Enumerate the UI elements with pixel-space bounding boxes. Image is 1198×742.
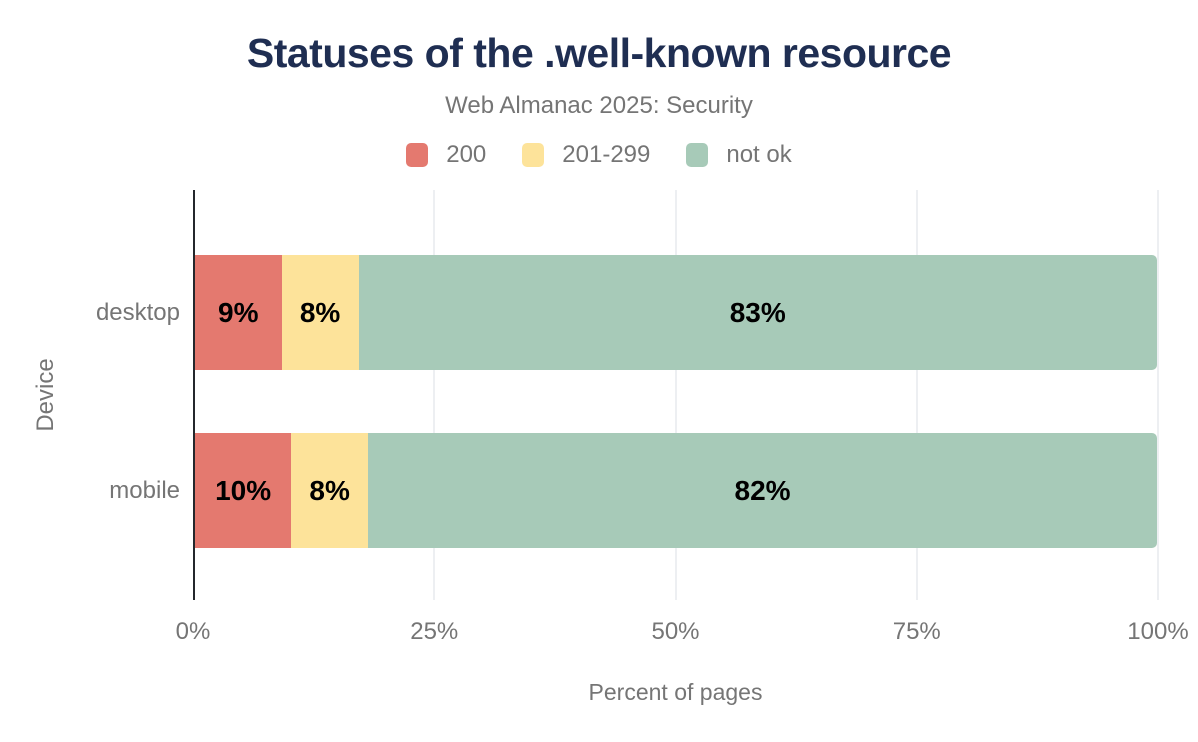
bar-value-label: 9% (218, 296, 259, 328)
legend-item-not-ok: not ok (686, 141, 792, 169)
y-axis-line (193, 190, 195, 600)
bar-segment-desktop-201-299: 8% (281, 255, 359, 370)
bar-value-label: 10% (215, 474, 272, 506)
x-axis-title: Percent of pages (588, 679, 763, 705)
category-label-desktop: desktop (95, 298, 180, 326)
gridline-25 (433, 190, 436, 600)
plot-area: 9% 8% 83% 10% 8% 82% (193, 190, 1159, 600)
bar-segment-mobile-200: 10% (195, 433, 292, 548)
bar-row-mobile: 10% 8% 82% (195, 433, 1157, 548)
legend-swatch-icon (522, 143, 545, 167)
bar-row-desktop: 9% 8% 83% (195, 255, 1157, 370)
bar-segment-desktop-not-ok: 83% (358, 255, 1157, 370)
category-label-mobile: mobile (109, 476, 180, 504)
x-tick-label-100: 100% (1127, 618, 1189, 645)
chart-subtitle: Web Almanac 2025: Security (445, 92, 753, 119)
bar-value-label: 83% (729, 296, 786, 328)
legend: 200 201-299 not ok (0, 141, 1198, 169)
bar-segment-mobile-201-299: 8% (291, 433, 369, 548)
legend-label: 200 (446, 141, 487, 168)
gridline-75 (915, 190, 918, 600)
legend-label: 201-299 (562, 141, 651, 168)
gridline-100 (1157, 190, 1159, 600)
bar-segment-desktop-200: 9% (195, 255, 282, 370)
x-tick-label-50: 50% (651, 618, 700, 645)
chart-title: Statuses of the .well-known resource (246, 30, 952, 76)
legend-item-200: 200 (406, 141, 486, 169)
bar-segment-mobile-not-ok: 82% (368, 433, 1157, 548)
legend-swatch-icon (686, 143, 709, 167)
x-tick-label-0: 0% (175, 618, 211, 645)
bar-value-label: 8% (309, 474, 350, 506)
x-tick-label-25: 25% (410, 618, 459, 645)
legend-item-201-299: 201-299 (522, 141, 650, 169)
bar-value-label: 82% (734, 474, 791, 506)
legend-swatch-icon (406, 143, 429, 167)
legend-label: not ok (726, 141, 792, 168)
bar-value-label: 8% (299, 296, 341, 328)
x-tick-label-75: 75% (892, 618, 941, 645)
y-axis-title: Device (32, 358, 59, 432)
gridline-50 (674, 190, 677, 600)
